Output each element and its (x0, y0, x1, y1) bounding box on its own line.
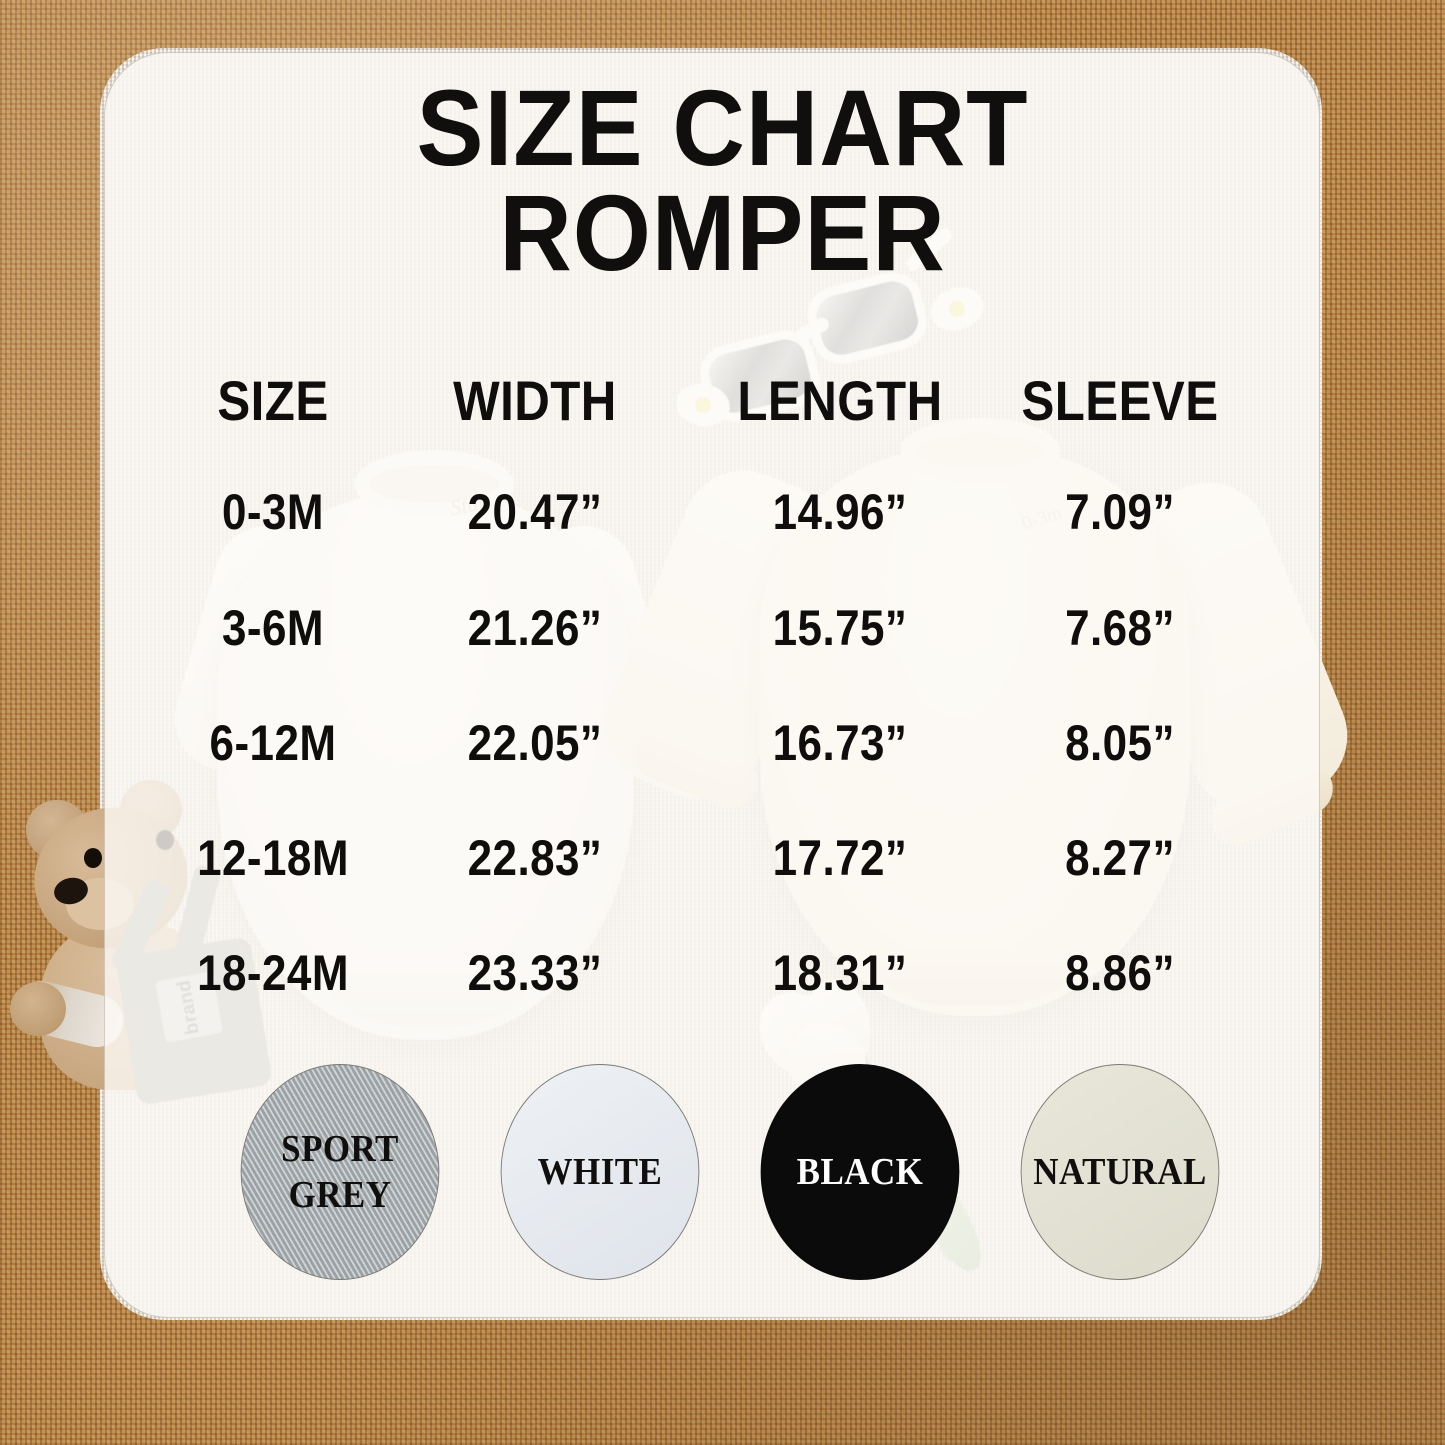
cell-length: 14.96” (772, 484, 908, 540)
cell-size: 6-12M (209, 715, 337, 771)
swatch-label: WHITE (537, 1150, 663, 1193)
cell-size: 12-18M (197, 830, 349, 886)
cell-sleeve: 8.27” (1065, 830, 1175, 886)
cell-sleeve: 7.09” (1065, 484, 1175, 540)
title-line-2: ROMPER (499, 171, 946, 293)
column-header-size: SIZE (217, 369, 329, 432)
cell-width: 21.26” (467, 600, 603, 656)
bear-eye-left-icon (84, 848, 102, 868)
cell-size: 0-3M (221, 484, 324, 540)
bear-paw (10, 982, 66, 1036)
table-header-row: SIZE WIDTH LENGTH SLEEVE (0, 368, 1445, 432)
swatch-label: SPORT (281, 1127, 399, 1170)
cell-sleeve: 8.86” (1065, 945, 1175, 1001)
title-line-1: SIZE CHART (416, 67, 1029, 188)
cell-width: 22.83” (467, 830, 603, 886)
column-header-sleeve: SLEEVE (1021, 369, 1219, 432)
column-header-length: LENGTH (737, 369, 943, 432)
color-swatch-row: SPORT GREY WHITE BLACK NATURAL (0, 1064, 1445, 1292)
cell-width: 23.33” (467, 945, 603, 1001)
cell-length: 17.72” (772, 830, 908, 886)
cell-width: 22.05” (467, 715, 603, 771)
cell-size: 18-24M (197, 945, 349, 1001)
color-swatch-sport-grey[interactable]: SPORT GREY (240, 1064, 440, 1280)
cell-sleeve: 8.05” (1065, 715, 1175, 771)
swatch-label: NATURAL (1033, 1150, 1207, 1193)
page-title: SIZE CHART ROMPER (51, 74, 1395, 293)
cell-width: 20.47” (467, 484, 603, 540)
swatch-label: GREY (288, 1174, 392, 1216)
cell-length: 16.73” (772, 715, 908, 771)
cell-length: 15.75” (772, 600, 908, 656)
cell-length: 18.31” (772, 945, 908, 1001)
swatch-label: BLACK (796, 1150, 924, 1193)
color-swatch-black[interactable]: BLACK (760, 1064, 960, 1280)
color-swatch-white[interactable]: WHITE (500, 1064, 700, 1280)
color-swatch-natural[interactable]: NATURAL (1020, 1064, 1220, 1280)
column-header-width: WIDTH (453, 369, 617, 432)
cell-sleeve: 7.68” (1065, 600, 1175, 656)
cell-size: 3-6M (221, 600, 324, 656)
